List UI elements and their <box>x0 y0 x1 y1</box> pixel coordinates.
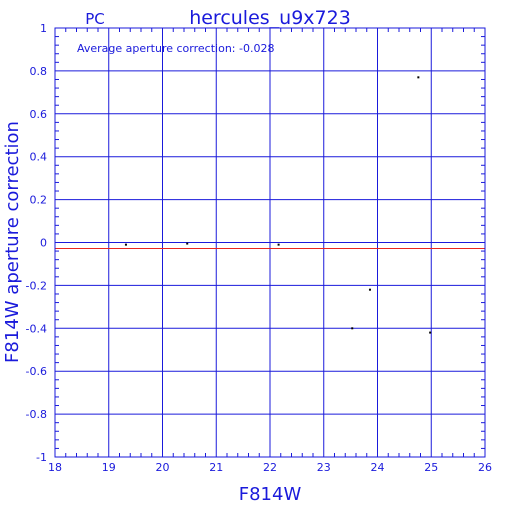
plot-frame <box>54 27 486 458</box>
data-points <box>124 76 432 334</box>
average-annotation: Average aperture correction: -0.028 <box>77 42 274 55</box>
y-tick-label: -0.8 <box>26 408 47 421</box>
y-tick-label: -1 <box>36 451 47 464</box>
data-point <box>417 76 420 79</box>
y-tick-label: 1 <box>40 22 47 35</box>
x-tick-label: 21 <box>209 461 223 474</box>
data-point <box>351 327 354 330</box>
y-tick-label: 0 <box>40 237 47 250</box>
x-tick-label: 25 <box>424 461 438 474</box>
y-tick-label: -0.6 <box>26 365 47 378</box>
y-tick-label: 0.4 <box>30 151 48 164</box>
x-tick-label: 19 <box>102 461 116 474</box>
y-axis-label: F814W aperture correction <box>2 121 23 363</box>
x-axis-label: F814W <box>239 484 302 505</box>
x-tick-label: 24 <box>371 461 385 474</box>
x-tick-label: 20 <box>156 461 170 474</box>
data-point <box>368 288 371 291</box>
x-tick-label: 18 <box>48 461 62 474</box>
data-point <box>124 243 127 246</box>
data-point <box>186 242 189 245</box>
y-tick-label: 0.2 <box>30 194 48 207</box>
x-tick-label: 26 <box>478 461 492 474</box>
y-tick-label: -0.2 <box>26 279 47 292</box>
y-tick-label: 0.8 <box>30 65 48 78</box>
data-point <box>429 331 432 334</box>
chart-title: hercules_u9x723 <box>189 7 351 29</box>
tick-labels: 18 19 20 21 22 23 24 25 26 1 0.8 0.6 0.4 0.2 0 -0.2 -0.4… <box>26 22 492 474</box>
x-tick-label: 22 <box>263 461 277 474</box>
y-tick-label: -0.4 <box>26 322 47 335</box>
camera-label: PC <box>85 10 105 28</box>
y-tick-label: 0.6 <box>30 108 48 121</box>
grid-lines <box>55 28 485 457</box>
x-tick-label: 23 <box>317 461 331 474</box>
data-point <box>277 243 280 246</box>
axis-ticks <box>55 28 485 457</box>
